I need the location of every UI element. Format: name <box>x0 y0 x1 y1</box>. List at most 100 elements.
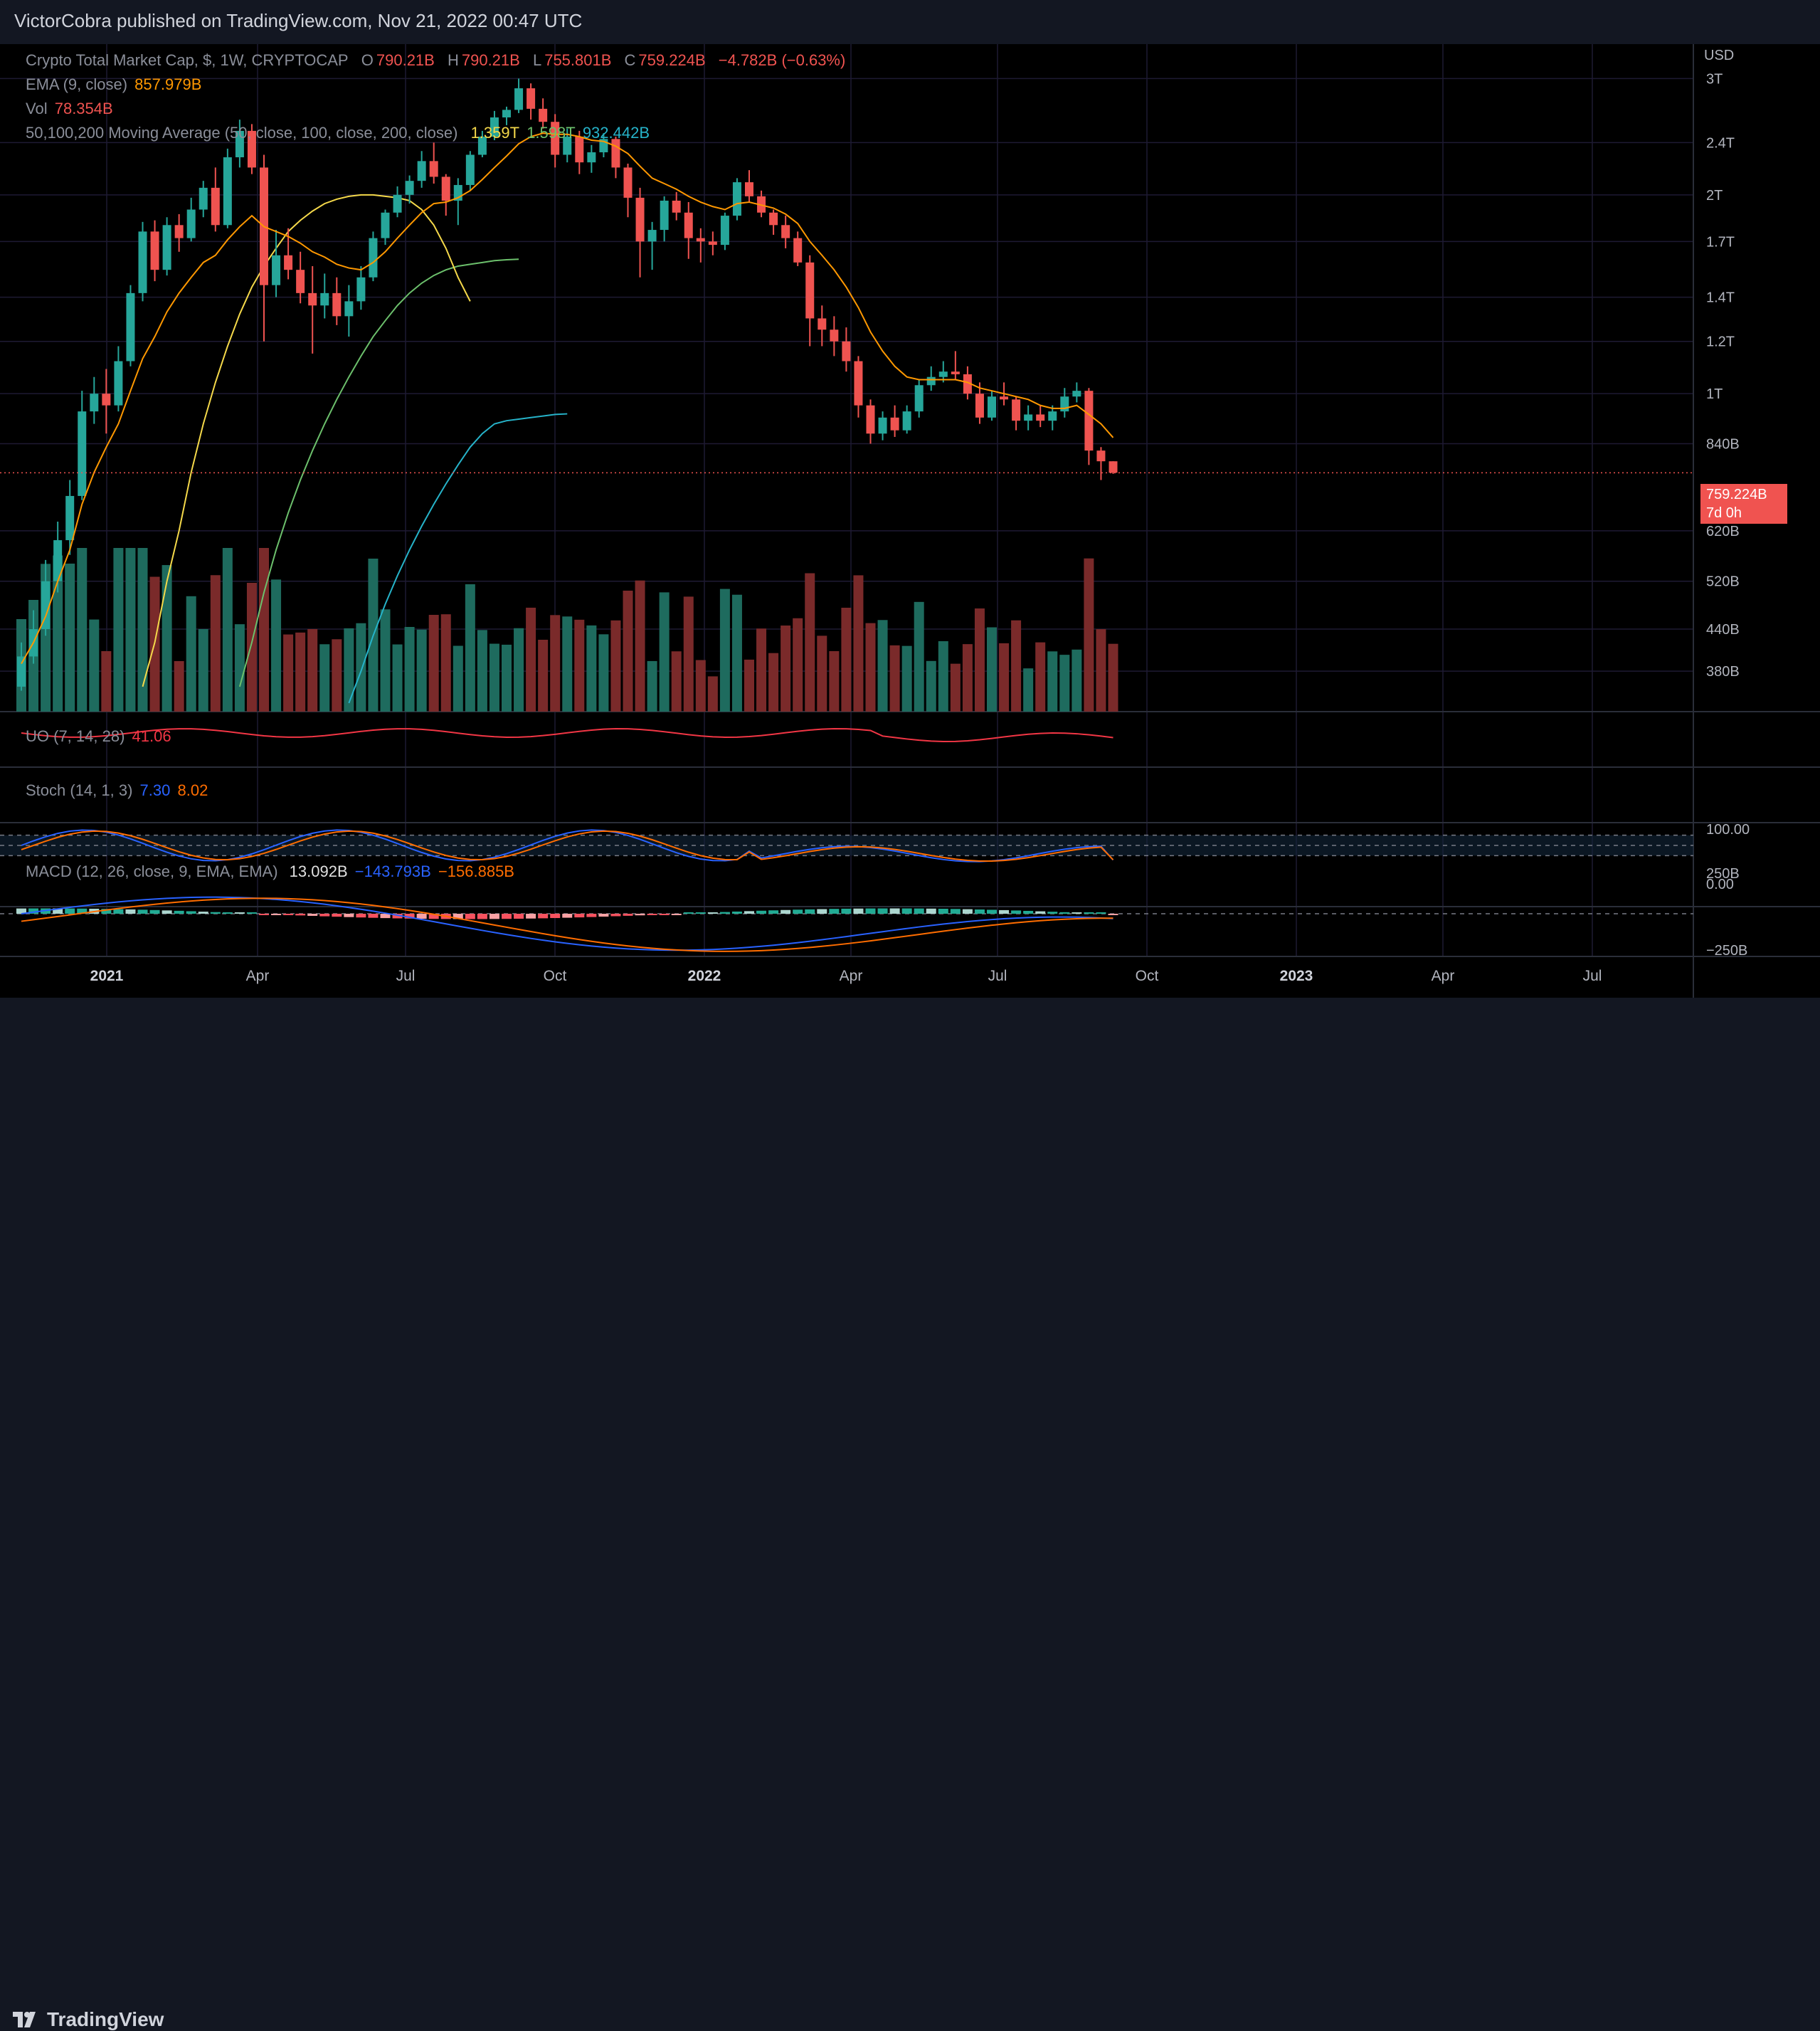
volume-bar <box>647 660 657 712</box>
volume-bar <box>210 575 221 712</box>
chart-svg[interactable]: USD 3T 2.4T 2T 1.7T 1.4T 1.2T 1T 840B 620B 520B 440… <box>0 44 1820 998</box>
macd-hist-bar <box>271 914 282 915</box>
candle <box>272 230 281 297</box>
candle-body <box>211 187 220 226</box>
macd-hist-bar <box>477 914 487 919</box>
candle <box>114 346 123 412</box>
volume-bar <box>671 651 682 712</box>
candle <box>90 376 99 424</box>
candle <box>477 130 487 158</box>
candle-body <box>296 270 305 293</box>
candle-body <box>502 110 511 117</box>
volume-bar <box>1035 642 1046 712</box>
candle-body <box>1048 411 1057 421</box>
last-price-tag: 759.224B 7d 0h <box>1700 484 1787 524</box>
candle-body <box>854 361 863 406</box>
candle-body <box>818 318 827 330</box>
candle-body <box>745 182 753 196</box>
signal-line <box>21 897 1113 952</box>
macd-hist-bar <box>307 914 318 916</box>
candle <box>623 163 633 218</box>
candle <box>381 209 390 246</box>
tradingview-logo-icon <box>13 2012 36 2027</box>
volume-bar <box>853 575 864 712</box>
candle-body <box>1096 450 1106 462</box>
candle-body <box>247 130 256 168</box>
macd-hist-bar <box>222 912 233 914</box>
candle-body <box>708 241 717 246</box>
candle-body <box>793 238 803 263</box>
x-tick-label: Jul <box>396 968 416 984</box>
y-tick-label: 1.7T <box>1706 234 1735 250</box>
candle <box>17 642 26 691</box>
tradingview-logo[interactable]: TradingView <box>13 2008 164 2031</box>
macd-hist-bar <box>671 914 682 915</box>
legend-ema-value: 857.979B <box>134 75 202 93</box>
candle-body <box>514 88 524 110</box>
candle <box>866 399 875 444</box>
macd-hist-bar <box>853 908 864 914</box>
macd-tick-label: −250B <box>1706 943 1747 959</box>
x-tick-label: Apr <box>840 968 863 984</box>
candle-body <box>611 139 620 168</box>
macd-hist-bar <box>295 914 306 916</box>
legend-macd-hist: 13.092B <box>289 862 348 880</box>
macd-hist-bar <box>877 908 888 914</box>
legend-change: −4.782B (−0.63%) <box>718 51 846 69</box>
candle <box>926 366 936 391</box>
x-tick-label: 2023 <box>1280 968 1313 984</box>
candle-body <box>441 176 450 201</box>
legend-c-label: C <box>624 51 636 69</box>
candle <box>308 265 317 354</box>
candle <box>902 405 911 434</box>
macd-hist-bar <box>149 909 160 914</box>
candle-body <box>393 194 402 213</box>
candle-body <box>150 231 159 270</box>
volume-bar <box>659 592 670 712</box>
stoch-tick-label: 100.00 <box>1706 822 1750 838</box>
candle <box>708 231 717 255</box>
candle-body <box>284 255 293 270</box>
legend-stoch-label: Stoch (14, 1, 3) <box>26 781 133 799</box>
candle <box>890 405 899 437</box>
candle <box>65 480 75 555</box>
y-tick-label: 380B <box>1706 664 1740 680</box>
candle <box>781 216 790 248</box>
macd-hist-bar <box>635 914 645 916</box>
macd-hist-bar <box>319 914 330 917</box>
macd-hist-bar <box>987 909 997 914</box>
macd-hist-bar <box>756 910 767 914</box>
macd-hist-bar <box>659 914 670 915</box>
bar-countdown: 7d 0h <box>1706 505 1742 521</box>
y-tick-label: 620B <box>1706 524 1740 539</box>
macd-hist-bar <box>259 914 269 915</box>
volume-bar <box>538 640 549 712</box>
legend-high: 790.21B <box>461 51 520 69</box>
candle <box>320 273 329 319</box>
volume-bar <box>598 634 609 712</box>
candle-body <box>344 301 354 317</box>
candle <box>417 151 426 188</box>
x-tick-label: 2022 <box>688 968 721 984</box>
volume-bar <box>610 620 621 712</box>
volume-bar <box>889 645 900 712</box>
macd-hist-bar <box>101 909 112 914</box>
macd-hist-bar <box>392 914 403 919</box>
volume-bar <box>77 548 88 712</box>
volume-bar <box>974 608 985 712</box>
volume-bar <box>89 619 100 712</box>
macd-hist-bar <box>1047 912 1058 914</box>
macd-tick-label: 250B <box>1706 866 1740 882</box>
volume-bar <box>586 625 597 712</box>
macd-hist-bar <box>744 911 754 914</box>
legend-stoch-row: Stoch (14, 1, 3) 7.30 8.02 <box>26 781 211 800</box>
candle-body <box>890 417 899 431</box>
candle <box>78 391 87 500</box>
volume-bar <box>514 628 524 712</box>
macd-hist-bar <box>332 914 342 917</box>
candle-body <box>102 394 111 406</box>
candle-body <box>842 341 851 362</box>
candle-body <box>563 137 572 155</box>
legend-vol-row: Vol 78.354B <box>26 100 116 118</box>
volume-bar <box>1011 620 1022 712</box>
